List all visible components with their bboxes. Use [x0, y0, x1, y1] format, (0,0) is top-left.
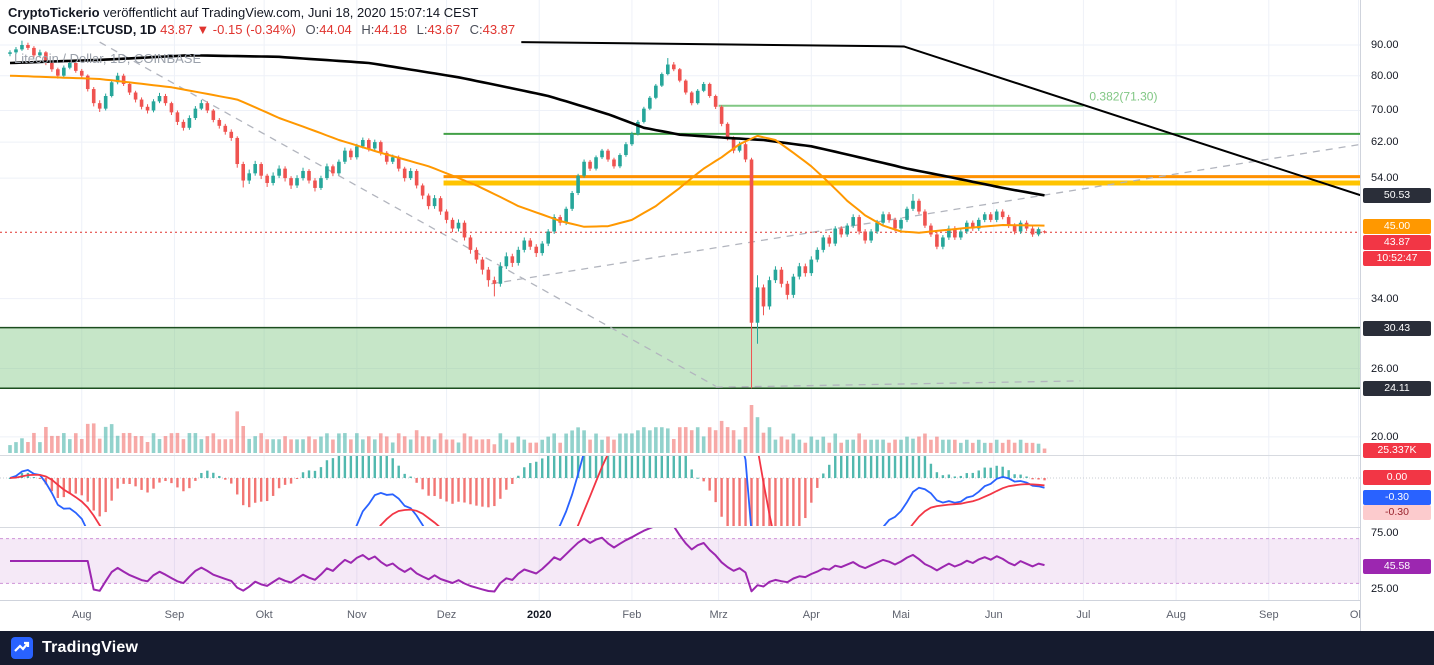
- fib-level-label: 0.382(71.30): [1089, 90, 1157, 104]
- price-axis-tag: 24.11: [1363, 381, 1431, 397]
- support-zone[interactable]: [0, 326, 1360, 389]
- time-axis-label: Jul: [1076, 609, 1091, 621]
- time-axis-label: Nov: [347, 609, 367, 621]
- macd-pane: [0, 456, 1360, 526]
- dashed-trendline[interactable]: [491, 143, 1360, 285]
- rsi-pane: [0, 528, 1360, 593]
- brand-name[interactable]: TradingView: [42, 639, 139, 656]
- moving-average-line[interactable]: [9, 74, 1045, 234]
- rsi-axis-tag: 45.58: [1363, 558, 1431, 574]
- time-axis-label: Apr: [802, 609, 820, 621]
- price-axis-label: 20.00: [1371, 430, 1399, 443]
- price-axis-tag: 43.87: [1363, 234, 1431, 250]
- price-axis[interactable]: 90.00 80.00 70.00 62.00 54.00 34.00 26.00 20.00…: [1360, 0, 1434, 631]
- price-axis-tag: 10:52:47: [1363, 250, 1431, 266]
- time-axis-label: Dez: [436, 609, 457, 621]
- price-axis-label: 26.00: [1371, 362, 1399, 375]
- time-axis-label: Jun: [984, 609, 1003, 621]
- volume-series: [8, 405, 1047, 453]
- time-axis-label: Mai: [892, 609, 910, 621]
- price-axis-tag: 25.337K: [1363, 443, 1431, 458]
- macd-axis-tag: -0.30: [1363, 490, 1431, 505]
- price-axis-tag: 45.00: [1363, 218, 1431, 234]
- horizontal-levels[interactable]: 0.382(71.30): [443, 90, 1360, 186]
- time-axis-label: Aug: [1166, 609, 1186, 621]
- price-axis-tag: 30.43: [1363, 320, 1431, 336]
- time-axis-label: Sep: [1258, 609, 1279, 621]
- price-axis-label: 70.00: [1371, 104, 1399, 117]
- footer-bar: TradingView: [0, 631, 1434, 665]
- macd-axis-tag: 0.00: [1363, 470, 1431, 485]
- price-axis-label: 80.00: [1371, 69, 1399, 82]
- price-axis-label: 90.00: [1371, 39, 1399, 51]
- time-axis-label: Okt: [255, 609, 273, 621]
- macd-axis-tag: -0.30: [1363, 505, 1431, 520]
- rsi-axis-label: 25.00: [1371, 583, 1399, 595]
- price-axis-tag: 50.53: [1363, 188, 1431, 204]
- time-axis-label: Aug: [71, 609, 92, 621]
- tradingview-logo-icon[interactable]: [11, 637, 33, 659]
- time-axis-label: Feb: [622, 609, 642, 621]
- rsi-axis-label: 75.00: [1371, 527, 1399, 539]
- price-axis-label: 54.00: [1371, 172, 1399, 185]
- moving-average-line[interactable]: [9, 54, 1045, 197]
- candlestick-series: [8, 40, 1047, 389]
- time-axis-label: 2020: [526, 609, 552, 621]
- dashed-trendline[interactable]: [715, 380, 1081, 388]
- price-axis-label: 62.00: [1371, 136, 1399, 149]
- black-trendline[interactable]: [521, 41, 1360, 197]
- time-axis-label: Mrz: [709, 609, 728, 621]
- chart-canvas[interactable]: 0.382(71.30): [0, 0, 1360, 631]
- time-axis-label: Sep: [164, 609, 185, 621]
- price-axis-label: 34.00: [1371, 292, 1399, 305]
- dashed-trendline[interactable]: [99, 41, 716, 387]
- time-axis[interactable]: Aug Sep Okt Nov Dez 2020 Feb Mrz Apr Mai Jun Jul Aug…: [0, 600, 1367, 632]
